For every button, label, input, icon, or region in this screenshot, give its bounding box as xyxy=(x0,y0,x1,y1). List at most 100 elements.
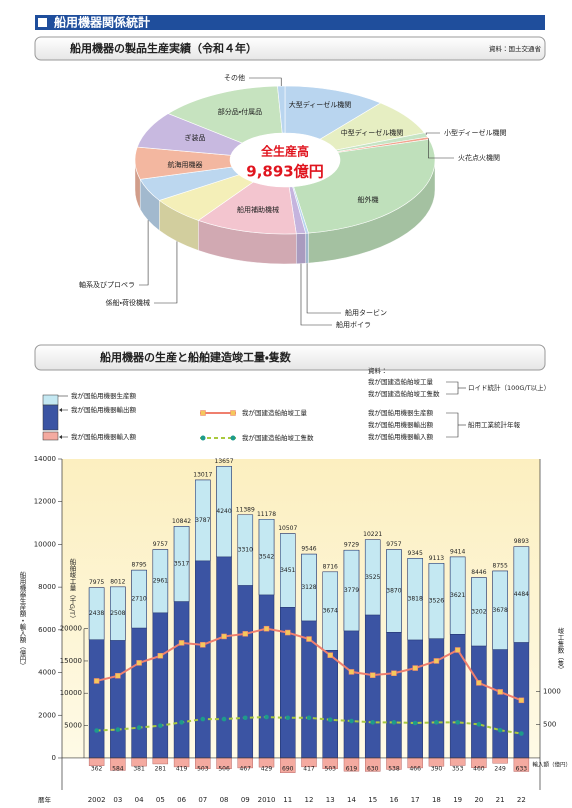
section-box xyxy=(34,36,546,61)
pie-label: 係船・荷役機械 xyxy=(106,298,150,307)
x-tick-label: 14 xyxy=(347,796,356,804)
line-marker xyxy=(497,689,503,695)
y-axis-label: 船用機器生産額・輸入額（億円） xyxy=(18,570,26,669)
source-item: 我が国建造船舶竣工量 xyxy=(368,377,434,386)
legend-label: 我が国建造船舶竣工隻数 xyxy=(242,433,314,442)
source-item: 我が国船用機器輸出額 xyxy=(368,420,434,429)
x-tick-label: 11 xyxy=(283,796,292,804)
x-axis-label: 暦年 xyxy=(38,795,52,804)
production-label: 9414 xyxy=(450,548,465,555)
line-marker xyxy=(518,697,525,704)
export-bar xyxy=(173,526,190,602)
line-marker xyxy=(200,716,206,722)
import-label: 690 xyxy=(282,765,294,772)
x-tick-label: 12 xyxy=(305,796,314,804)
pie-label: 火花点火機関 xyxy=(458,153,500,162)
export-label: 3678 xyxy=(493,607,508,614)
source-group: ロイド統計（100G/T以上） xyxy=(468,383,550,392)
pie-wall xyxy=(296,233,306,264)
line-marker xyxy=(136,660,142,666)
leader-line xyxy=(300,263,332,326)
export-label: 3779 xyxy=(344,587,359,594)
import-label: 584 xyxy=(112,765,124,772)
legend-label: 我が国船用機器生産額 xyxy=(71,391,137,400)
export-label: 4240 xyxy=(216,508,231,515)
y3-axis-label: 竣工隻数（隻） xyxy=(556,626,564,673)
line-marker xyxy=(306,715,312,721)
line-marker xyxy=(242,715,248,721)
production-label: 9757 xyxy=(386,541,401,548)
line-marker xyxy=(476,722,482,727)
legend-marker xyxy=(200,435,206,441)
header-title: 船用機器関係統計 xyxy=(54,15,150,30)
import-label: 506 xyxy=(218,765,230,772)
line-marker xyxy=(264,714,269,720)
import-bar xyxy=(492,757,508,764)
export-bar xyxy=(428,563,445,639)
y3-tick-label: 1000 xyxy=(543,687,561,695)
section-box xyxy=(34,344,546,371)
import-label: 419 xyxy=(176,765,188,772)
line-marker xyxy=(158,723,163,728)
production-label: 10507 xyxy=(278,525,297,532)
export-label: 3818 xyxy=(408,596,423,603)
pie-label: 船外機 xyxy=(358,195,379,204)
y-tick-label: 12000 xyxy=(34,498,56,506)
x-tick-label: 21 xyxy=(496,796,505,804)
source: 資料：国土交通省 xyxy=(489,44,542,53)
export-label: 3674 xyxy=(323,608,338,615)
leader-line xyxy=(306,263,341,314)
production-label: 9729 xyxy=(344,542,359,549)
line-marker xyxy=(221,716,227,722)
line-marker xyxy=(454,647,461,653)
production-label: 7975 xyxy=(89,579,104,586)
legend-label: 我が国建造船舶竣工量 xyxy=(242,408,308,417)
legend-label: 我が国船用機器輸出額 xyxy=(71,405,137,414)
production-label: 8795 xyxy=(131,562,146,569)
leader-line xyxy=(249,77,282,87)
line-marker xyxy=(433,658,440,664)
line-marker xyxy=(115,727,121,732)
production-label: 11389 xyxy=(236,506,255,513)
line-marker xyxy=(497,727,503,733)
export-label: 3202 xyxy=(471,608,486,615)
export-label: 4484 xyxy=(514,591,529,598)
legend-arrowhead xyxy=(59,435,62,439)
export-bar xyxy=(492,570,508,650)
line-marker xyxy=(242,631,249,637)
x-tick-label: 16 xyxy=(389,796,398,804)
line-marker xyxy=(285,715,291,721)
y-tick-label: 8000 xyxy=(38,583,56,591)
export-label: 3525 xyxy=(365,574,380,581)
export-bar xyxy=(301,553,317,622)
pie-label: その他 xyxy=(224,73,245,82)
x-tick-label: 20 xyxy=(474,796,483,804)
pie-slice xyxy=(277,85,286,134)
legend-swatch xyxy=(42,431,59,441)
bracket xyxy=(446,412,459,438)
line-marker xyxy=(221,633,227,640)
legend-arrowhead xyxy=(59,408,62,412)
export-bar xyxy=(88,587,105,640)
line-marker xyxy=(455,720,460,725)
leader-line xyxy=(139,220,149,286)
export-label: 2508 xyxy=(110,610,125,617)
source-item: 我が国建造船舶竣工隻数 xyxy=(368,389,440,398)
export-label: 3310 xyxy=(238,547,253,554)
production-label: 8716 xyxy=(323,563,338,570)
center-label: 全生産高 xyxy=(261,144,309,159)
pie-label: 中型ディーゼル機関 xyxy=(341,128,404,137)
production-label: 9113 xyxy=(429,555,444,562)
import-bar xyxy=(449,757,466,766)
export-bar xyxy=(386,549,402,633)
export-bar xyxy=(280,533,296,608)
total-label: 9,893億円 xyxy=(246,163,323,181)
y-tick-label: 2000 xyxy=(38,711,56,719)
production-label: 8012 xyxy=(110,578,125,585)
production-label: 10842 xyxy=(172,518,191,525)
legend-marker xyxy=(230,410,236,416)
line-marker xyxy=(412,720,418,726)
x-tick-label: 18 xyxy=(432,796,441,804)
export-bar xyxy=(110,586,126,641)
y-tick-label: 4000 xyxy=(38,669,56,677)
